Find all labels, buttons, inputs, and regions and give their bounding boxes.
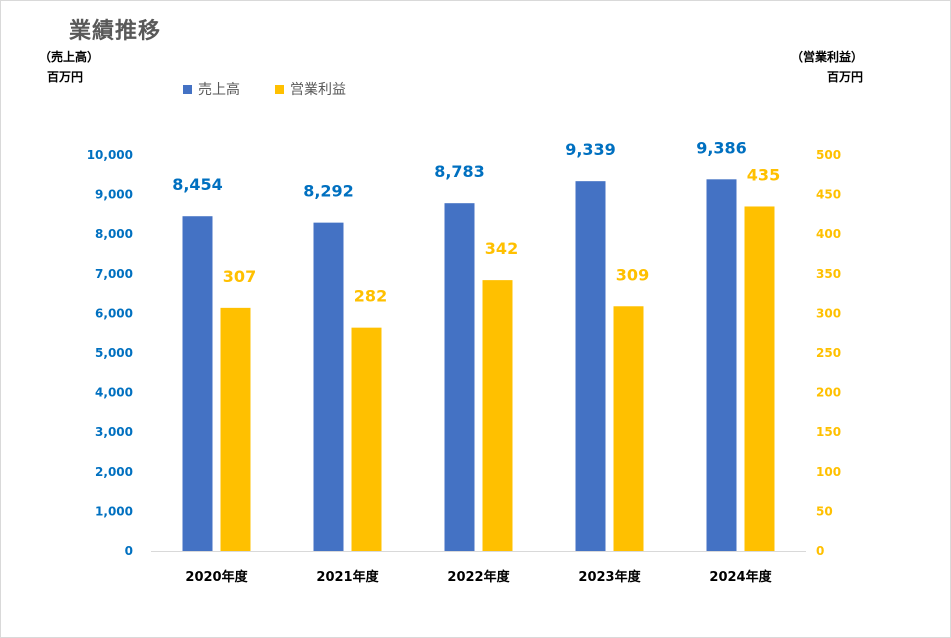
operating-profit-data-label: 342 [485, 239, 518, 258]
right-tick-label: 0 [816, 544, 824, 558]
right-tick-label: 100 [816, 465, 841, 479]
legend-swatch-operating-profit [275, 84, 284, 94]
legend-swatch-sales [183, 84, 192, 94]
x-tick-label: 2020年度 [185, 569, 248, 585]
left-tick-label: 3,000 [95, 425, 133, 439]
left-axis-unit: （売上高） 百万円 [39, 47, 99, 87]
operating-profit-data-label: 309 [616, 265, 649, 284]
operating-profit-data-label: 282 [354, 287, 387, 306]
right-tick-label: 500 [816, 148, 841, 162]
left-tick-label: 2,000 [95, 465, 133, 479]
left-axis-label: （売上高） [39, 50, 100, 64]
right-axis-unit-text: 百万円 [827, 70, 864, 84]
right-tick-label: 300 [816, 306, 841, 320]
left-tick-label: 4,000 [95, 386, 133, 400]
sales-bar [182, 216, 213, 551]
sales-data-label: 9,339 [565, 140, 616, 159]
left-tick-label: 1,000 [95, 504, 133, 518]
operating-profit-bar [482, 280, 513, 551]
legend-label-operating-profit: 営業利益 [290, 82, 346, 98]
left-tick-label: 0 [125, 544, 133, 558]
x-tick-label: 2023年度 [578, 569, 641, 585]
right-axis-label: （営業利益） [791, 50, 864, 64]
operating-profit-data-label: 307 [223, 267, 256, 286]
right-tick-label: 50 [816, 504, 833, 518]
x-tick-label: 2022年度 [447, 569, 510, 585]
left-tick-label: 9,000 [95, 188, 133, 202]
right-tick-label: 250 [816, 346, 841, 360]
left-tick-label: 5,000 [95, 346, 133, 360]
legend-item-operating-profit: 営業利益 [275, 79, 346, 99]
sales-bar [706, 179, 737, 552]
sales-data-label: 8,454 [172, 175, 223, 194]
sales-bar [313, 222, 344, 552]
right-tick-label: 200 [816, 386, 841, 400]
sales-data-label: 8,292 [303, 182, 354, 201]
left-tick-label: 8,000 [95, 227, 133, 241]
right-tick-label: 400 [816, 227, 841, 241]
right-tick-label: 150 [816, 425, 841, 439]
right-tick-label: 450 [816, 188, 841, 202]
legend-label-sales: 売上高 [198, 82, 240, 98]
sales-data-label: 9,386 [696, 138, 747, 157]
right-axis-unit: （営業利益） 百万円 [791, 47, 863, 87]
legend-item-sales: 売上高 [183, 79, 240, 99]
sales-data-label: 8,783 [434, 162, 485, 181]
left-tick-label: 6,000 [95, 306, 133, 320]
x-tick-label: 2021年度 [316, 569, 379, 585]
left-axis-unit-text: 百万円 [47, 70, 84, 84]
sales-bar [575, 181, 606, 551]
sales-bar [444, 203, 475, 551]
operating-profit-bar [220, 307, 251, 551]
left-tick-label: 7,000 [95, 267, 133, 281]
operating-profit-bar [351, 327, 382, 551]
operating-profit-bar [613, 306, 644, 551]
left-tick-label: 10,000 [87, 148, 133, 162]
right-tick-label: 350 [816, 267, 841, 281]
chart-title: 業績推移 [69, 19, 162, 44]
operating-profit-bar [744, 206, 775, 552]
operating-profit-data-label: 435 [747, 165, 780, 184]
x-tick-label: 2024年度 [709, 569, 772, 585]
